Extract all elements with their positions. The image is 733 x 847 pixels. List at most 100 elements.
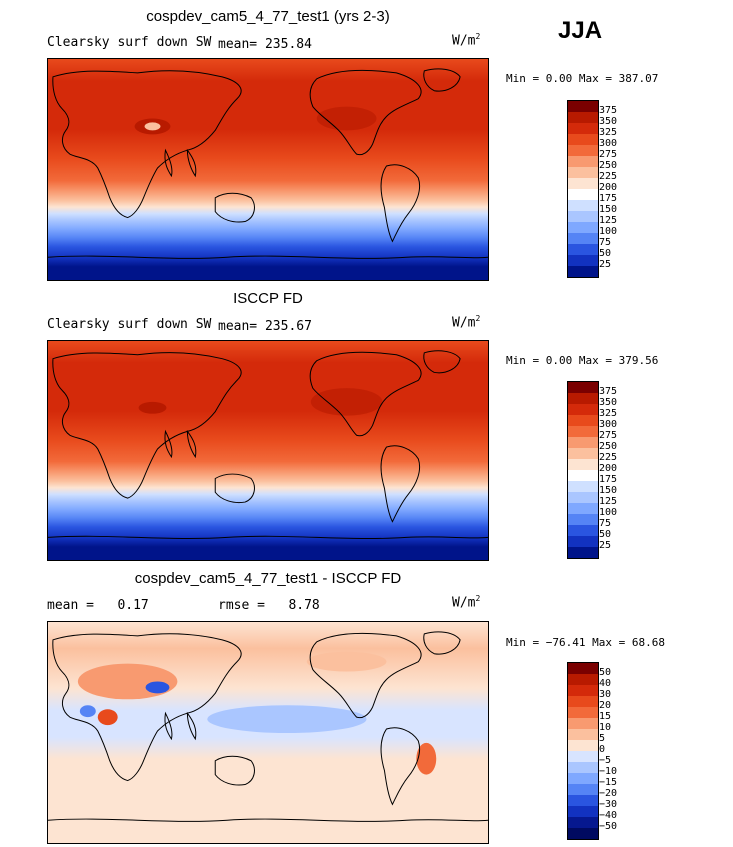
colorbar-2-label: 200 [599, 463, 618, 474]
colorbar-3-label: −30 [599, 799, 618, 810]
colorbar-3-label: −15 [599, 777, 618, 788]
colorbar-1-label: 175 [599, 193, 618, 204]
colorbar-1-swatch [568, 200, 598, 211]
colorbar-3-swatch [568, 707, 598, 718]
colorbar-3-swatch [568, 718, 598, 729]
panel-1-title: cospdev_cam5_4_77_test1 (yrs 2-3) [146, 8, 390, 25]
panel-2-variable-label: Clearsky surf down SW [47, 317, 212, 332]
colorbar-1-label: 275 [599, 149, 618, 160]
colorbar-2-label: 375 [599, 386, 618, 397]
colorbar-3-label: 40 [599, 678, 612, 689]
panel-3-units: W/m2 [452, 594, 481, 611]
panel-1-minmax: Min = 0.00 Max = 387.07 [506, 72, 659, 85]
panel-2-mean: mean= 235.67 [218, 319, 312, 334]
colorbar-1-swatch [568, 255, 598, 266]
panel-1-mean: mean= 235.84 [218, 37, 312, 52]
colorbar-1-swatch [568, 222, 598, 233]
panel-3-minmax: Min = −76.41 Max = 68.68 [506, 636, 665, 649]
colorbar-1-label: 250 [599, 160, 618, 171]
colorbar-1-label: 50 [599, 248, 612, 259]
colorbar-1-swatch [568, 189, 598, 200]
colorbar-2-label: 25 [599, 540, 612, 551]
colorbar-3-label: 15 [599, 711, 612, 722]
panel-1-variable-label: Clearsky surf down SW [47, 35, 212, 50]
colorbar-1-swatch [568, 134, 598, 145]
colorbar-1-swatch [568, 178, 598, 189]
colorbar-2-swatch [568, 525, 598, 536]
colorbar-2-label: 300 [599, 419, 618, 430]
colorbar-3-label: −20 [599, 788, 618, 799]
colorbar-3-label: 20 [599, 700, 612, 711]
colorbar-1-swatch [568, 244, 598, 255]
colorbar-3-swatch [568, 751, 598, 762]
panel-1-colorbar: 375 350 325 300 275 250 225 200 175 150 125 100 75 50… [567, 100, 617, 278]
colorbar-2-label: 225 [599, 452, 618, 463]
panel-2-minmax: Min = 0.00 Max = 379.56 [506, 354, 659, 367]
colorbar-2-label: 125 [599, 496, 618, 507]
colorbar-3-label: −10 [599, 766, 618, 777]
colorbar-3-swatch [568, 784, 598, 795]
panel-1-map [47, 58, 489, 281]
colorbar-3-label: 5 [599, 733, 606, 744]
colorbar-3-swatch [568, 762, 598, 773]
colorbar-2-swatch [568, 547, 598, 558]
colorbar-2-swatch [568, 448, 598, 459]
colorbar-2-swatch [568, 514, 598, 525]
panel-1-units: W/m2 [452, 32, 481, 49]
colorbar-1-label: 325 [599, 127, 618, 138]
colorbar-2-label: 150 [599, 485, 618, 496]
colorbar-2-label: 75 [599, 518, 612, 529]
colorbar-1-label: 375 [599, 105, 618, 116]
colorbar-2-swatch [568, 492, 598, 503]
panel-3-colorbar: 50 40 30 20 15 10 5 0 −5 −10 −15 −20 −30 −40 −50 [567, 662, 617, 840]
colorbar-1-label: 225 [599, 171, 618, 182]
colorbar-3-swatch [568, 828, 598, 839]
colorbar-3-swatch [568, 729, 598, 740]
colorbar-2-swatch [568, 404, 598, 415]
colorbar-3-swatch [568, 663, 598, 674]
colorbar-1-label: 150 [599, 204, 618, 215]
colorbar-2-swatch [568, 470, 598, 481]
colorbar-1-swatch [568, 167, 598, 178]
colorbar-1-label: 75 [599, 237, 612, 248]
colorbar-3-label: 10 [599, 722, 612, 733]
colorbar-2-label: 275 [599, 430, 618, 441]
colorbar-2-swatch [568, 415, 598, 426]
colorbar-1-label: 350 [599, 116, 618, 127]
colorbar-1-label: 300 [599, 138, 618, 149]
colorbar-3-label: 50 [599, 667, 612, 678]
colorbar-3-swatch [568, 674, 598, 685]
colorbar-1-swatch [568, 123, 598, 134]
colorbar-1-swatch [568, 145, 598, 156]
panel-2-title: ISCCP FD [233, 290, 303, 307]
colorbar-2-label: 175 [599, 474, 618, 485]
colorbar-1-swatch [568, 156, 598, 167]
colorbar-1-label: 25 [599, 259, 612, 270]
colorbar-1-label: 100 [599, 226, 618, 237]
panel-3-title: cospdev_cam5_4_77_test1 - ISCCP FD [134, 570, 402, 587]
colorbar-2-swatch [568, 437, 598, 448]
colorbar-3-swatch [568, 817, 598, 828]
colorbar-3-label: −50 [599, 821, 618, 832]
colorbar-2-label: 350 [599, 397, 618, 408]
colorbar-3-swatch [568, 773, 598, 784]
colorbar-1-swatch [568, 101, 598, 112]
colorbar-1-swatch [568, 233, 598, 244]
colorbar-3-swatch [568, 740, 598, 751]
colorbar-2-swatch [568, 503, 598, 514]
colorbar-2-swatch [568, 459, 598, 470]
colorbar-2-label: 50 [599, 529, 612, 540]
colorbar-2-swatch [568, 426, 598, 437]
colorbar-1-swatch [568, 112, 598, 123]
colorbar-3-label: 0 [599, 744, 606, 755]
colorbar-3-label: −40 [599, 810, 618, 821]
colorbar-1-swatch [568, 211, 598, 222]
colorbar-2-swatch [568, 536, 598, 547]
colorbar-3-swatch [568, 696, 598, 707]
colorbar-3-swatch [568, 806, 598, 817]
colorbar-2-swatch [568, 481, 598, 492]
colorbar-2-label: 325 [599, 408, 618, 419]
panel-3-mean: mean = 0.17 [47, 598, 149, 613]
colorbar-1-label: 200 [599, 182, 618, 193]
panel-3-rmse: rmse = 8.78 [218, 598, 320, 613]
